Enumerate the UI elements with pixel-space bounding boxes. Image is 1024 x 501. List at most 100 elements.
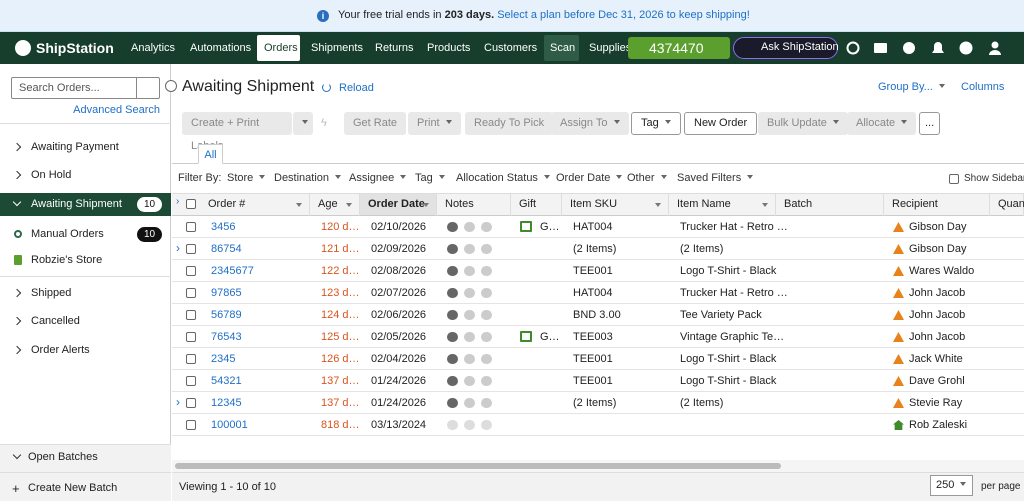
sidebar-item[interactable]: Cancelled bbox=[31, 315, 80, 327]
checkbox[interactable] bbox=[186, 199, 196, 209]
group-by[interactable]: Group By... bbox=[878, 81, 945, 93]
column-header[interactable]: Item SKU bbox=[562, 193, 669, 216]
cell-order[interactable]: 100001 bbox=[211, 419, 248, 431]
row[interactable] bbox=[172, 238, 1024, 260]
banner-link[interactable]: Select a plan before Dec 31, 2026 to kee… bbox=[497, 9, 750, 21]
column-header[interactable]: Order # bbox=[200, 193, 310, 216]
sidebar-item[interactable]: Awaiting Payment bbox=[31, 141, 119, 153]
checkbox[interactable] bbox=[186, 244, 196, 254]
expand-all[interactable]: › bbox=[176, 196, 180, 207]
checkbox[interactable] bbox=[186, 310, 196, 320]
toolbar-button[interactable]: ... bbox=[919, 112, 941, 135]
store-item[interactable]: Robzie's Store bbox=[31, 254, 103, 266]
checkbox[interactable] bbox=[186, 420, 196, 430]
page-size[interactable]: 250 bbox=[930, 475, 973, 496]
cell-order[interactable]: 76543 bbox=[211, 331, 242, 343]
cell-order[interactable]: 97865 bbox=[211, 287, 242, 299]
expand[interactable]: › bbox=[176, 241, 180, 255]
create-batch[interactable]: Create New Batch bbox=[28, 482, 118, 494]
filter[interactable]: Tag bbox=[415, 172, 445, 184]
brand[interactable]: ShipStation bbox=[36, 40, 114, 56]
nav-item[interactable]: Analytics bbox=[131, 42, 176, 54]
checkbox[interactable] bbox=[186, 288, 196, 298]
expand[interactable]: › bbox=[176, 395, 180, 409]
column-header[interactable]: Recipient bbox=[884, 193, 990, 216]
open-batches[interactable]: Open Batches bbox=[28, 451, 98, 463]
column-header[interactable]: Batch bbox=[776, 193, 884, 216]
nav-item[interactable]: Scan bbox=[550, 42, 576, 54]
toolbar-button[interactable]: Assign To bbox=[551, 112, 629, 135]
filter[interactable]: Order Date bbox=[556, 172, 622, 184]
row[interactable] bbox=[172, 326, 1024, 348]
print-icon[interactable] bbox=[874, 43, 887, 53]
show-sidebar[interactable]: Show Sidebar bbox=[964, 173, 1024, 184]
filter[interactable]: Assignee bbox=[349, 172, 406, 184]
filter[interactable]: Store bbox=[227, 172, 265, 184]
filter[interactable]: Saved Filters bbox=[677, 172, 753, 184]
row[interactable] bbox=[172, 260, 1024, 282]
toolbar-button[interactable]: Allocate bbox=[847, 112, 917, 135]
nav-item[interactable]: Orders bbox=[264, 42, 298, 54]
search-button[interactable] bbox=[136, 77, 137, 99]
bell-icon[interactable] bbox=[932, 42, 944, 53]
column-header[interactable]: Notes bbox=[437, 193, 511, 216]
ask-button[interactable]: Ask ShipStation bbox=[733, 37, 839, 59]
advanced-search[interactable]: Advanced Search bbox=[73, 104, 160, 116]
help-icon[interactable] bbox=[959, 41, 973, 55]
column-header[interactable]: Age bbox=[310, 193, 360, 216]
cell-order[interactable]: 12345 bbox=[211, 397, 242, 409]
reload[interactable]: Reload bbox=[339, 82, 374, 94]
checkbox[interactable] bbox=[186, 222, 196, 232]
nav-item[interactable]: Shipments bbox=[311, 42, 363, 54]
cell-order[interactable]: 2345 bbox=[211, 353, 236, 365]
toolbar-button[interactable]: Tag bbox=[631, 112, 681, 135]
cell-order[interactable]: 86754 bbox=[211, 243, 242, 255]
row[interactable] bbox=[172, 348, 1024, 370]
sidebar-item[interactable]: Order Alerts bbox=[31, 344, 90, 356]
checkbox[interactable] bbox=[186, 266, 196, 276]
nav-item[interactable]: Customers bbox=[484, 42, 538, 54]
sidebar-item[interactable]: Shipped bbox=[31, 287, 72, 299]
toolbar-button[interactable]: Create + Print Labels bbox=[182, 112, 292, 152]
toolbar-button[interactable]: Print bbox=[408, 112, 461, 135]
column-header[interactable]: Gift bbox=[511, 193, 562, 216]
nav-item[interactable]: Automations bbox=[190, 42, 252, 54]
toolbar-button[interactable]: Bulk Update bbox=[758, 112, 848, 135]
row[interactable] bbox=[172, 282, 1024, 304]
row[interactable] bbox=[172, 304, 1024, 326]
nav-item[interactable]: Supplies bbox=[589, 42, 632, 54]
collapse-button[interactable] bbox=[165, 80, 177, 92]
nav-item[interactable]: Returns bbox=[375, 42, 414, 54]
row[interactable] bbox=[172, 414, 1024, 436]
column-header[interactable]: Quant bbox=[990, 193, 1024, 216]
sidebar-item[interactable]: On Hold bbox=[31, 169, 72, 181]
row[interactable] bbox=[172, 392, 1024, 414]
toolbar-button[interactable]: Ready To Pick bbox=[465, 112, 554, 135]
checkbox[interactable] bbox=[186, 376, 196, 386]
filter[interactable]: Destination bbox=[274, 172, 341, 184]
cell-order[interactable]: 2345677 bbox=[211, 265, 254, 277]
nav-item[interactable]: Products bbox=[427, 42, 471, 54]
toolbar-dropdown[interactable] bbox=[293, 112, 313, 135]
row[interactable] bbox=[172, 216, 1024, 238]
filter[interactable]: Allocation Status bbox=[456, 172, 550, 184]
scroll-thumb[interactable] bbox=[175, 463, 781, 469]
settings-icon[interactable] bbox=[903, 42, 915, 54]
cell-order[interactable]: 54321 bbox=[211, 375, 242, 387]
checkbox[interactable] bbox=[186, 354, 196, 364]
cell-order[interactable]: 56789 bbox=[211, 309, 242, 321]
store-item[interactable]: Manual Orders bbox=[31, 228, 104, 240]
filter[interactable]: Other bbox=[627, 172, 667, 184]
checkbox[interactable] bbox=[186, 332, 196, 342]
toolbar-button[interactable]: Get Rate bbox=[344, 112, 407, 135]
search-box[interactable]: Search Orders... bbox=[11, 77, 160, 99]
checkbox[interactable] bbox=[949, 174, 959, 184]
toolbar-button[interactable]: New Order bbox=[684, 112, 758, 135]
column-header[interactable]: Item Name bbox=[669, 193, 776, 216]
balance-button[interactable]: 4374470 bbox=[628, 37, 730, 59]
row[interactable] bbox=[172, 370, 1024, 392]
column-header[interactable]: Order Date bbox=[360, 193, 437, 216]
refresh-icon[interactable] bbox=[846, 41, 860, 55]
checkbox[interactable] bbox=[186, 398, 196, 408]
columns[interactable]: Columns bbox=[961, 81, 1005, 93]
